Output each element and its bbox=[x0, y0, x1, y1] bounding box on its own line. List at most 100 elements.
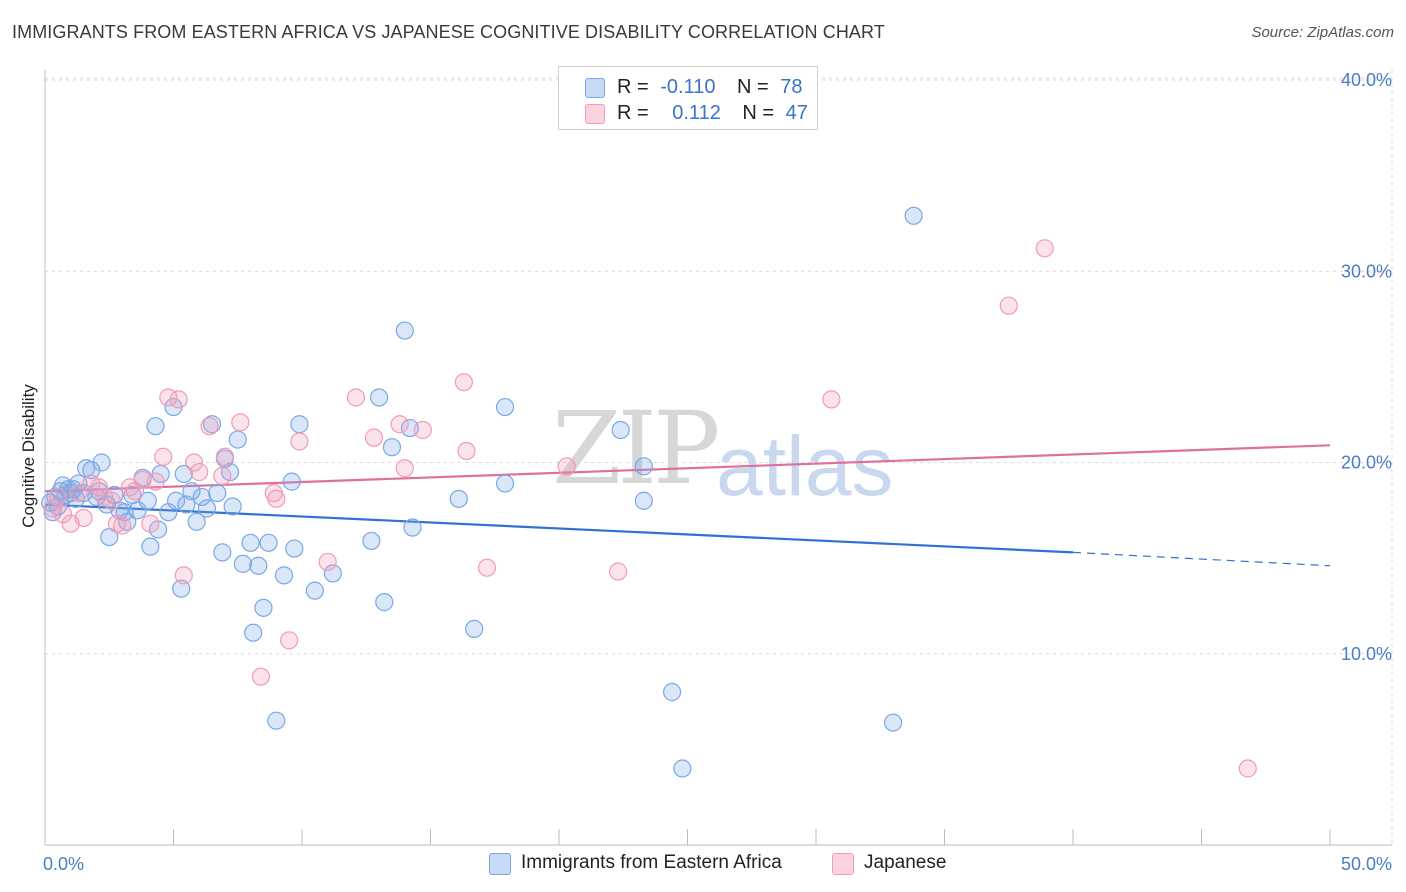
point-eastern-africa bbox=[403, 518, 422, 537]
point-japanese bbox=[822, 390, 841, 409]
point-eastern-africa bbox=[495, 474, 515, 493]
point-japanese bbox=[477, 558, 497, 577]
chart-title: IMMIGRANTS FROM EASTERN AFRICA VS JAPANE… bbox=[12, 22, 885, 42]
point-japanese bbox=[999, 296, 1018, 315]
point-eastern-africa bbox=[362, 531, 381, 551]
chart-source: Source: ZipAtlas.com bbox=[1251, 24, 1394, 41]
point-japanese bbox=[169, 390, 188, 409]
grid-lines bbox=[45, 70, 1393, 845]
point-japanese bbox=[390, 415, 409, 434]
point-japanese bbox=[290, 432, 309, 451]
trend-line-japanese bbox=[44, 444, 1331, 493]
point-eastern-africa bbox=[187, 512, 206, 531]
point-eastern-africa bbox=[174, 464, 193, 484]
point-eastern-africa bbox=[305, 581, 324, 600]
point-japanese bbox=[89, 478, 109, 497]
point-eastern-africa bbox=[141, 537, 160, 556]
point-eastern-africa bbox=[233, 554, 252, 573]
point-japanese bbox=[53, 505, 73, 524]
point-eastern-africa bbox=[495, 397, 515, 417]
point-eastern-africa bbox=[883, 713, 903, 732]
point-eastern-africa bbox=[267, 711, 286, 730]
point-eastern-africa bbox=[465, 619, 484, 638]
point-eastern-africa bbox=[382, 438, 402, 457]
point-eastern-africa bbox=[904, 206, 923, 225]
point-eastern-africa bbox=[89, 482, 109, 501]
point-eastern-africa bbox=[182, 482, 201, 501]
r-label: R = bbox=[617, 102, 649, 124]
point-eastern-africa bbox=[375, 593, 394, 612]
legend-swatch-pink bbox=[585, 104, 605, 124]
point-eastern-africa bbox=[282, 472, 301, 491]
point-eastern-africa bbox=[274, 566, 294, 585]
point-eastern-africa bbox=[673, 759, 692, 778]
point-japanese bbox=[74, 508, 93, 528]
trend-line-extension bbox=[1072, 551, 1331, 567]
point-eastern-africa bbox=[449, 489, 468, 508]
point-eastern-africa bbox=[285, 539, 304, 558]
point-eastern-africa bbox=[290, 415, 309, 434]
point-japanese bbox=[69, 484, 88, 503]
point-japanese bbox=[154, 447, 173, 466]
point-eastern-africa bbox=[323, 564, 342, 583]
bottom-legend-label: Immigrants from Eastern Africa bbox=[521, 852, 782, 873]
point-japanese bbox=[395, 459, 414, 478]
point-japanese bbox=[1238, 759, 1257, 778]
point-japanese bbox=[251, 667, 270, 686]
point-japanese bbox=[318, 552, 337, 572]
point-japanese bbox=[102, 491, 121, 510]
y-axis-label: Cognitive Disability bbox=[19, 384, 38, 528]
point-japanese bbox=[454, 373, 474, 392]
trend-line-eastern-africa bbox=[44, 503, 1074, 554]
point-japanese bbox=[1035, 239, 1054, 258]
point-eastern-africa bbox=[634, 491, 653, 510]
trend-lines bbox=[44, 444, 1331, 567]
n-value: 78 bbox=[780, 76, 803, 98]
point-eastern-africa bbox=[202, 415, 222, 434]
point-eastern-africa bbox=[228, 430, 247, 449]
r-label: R = bbox=[617, 76, 649, 98]
point-japanese bbox=[184, 453, 204, 472]
point-japanese bbox=[112, 516, 132, 535]
n-label: N = bbox=[737, 76, 769, 98]
point-japanese bbox=[280, 631, 299, 650]
point-japanese bbox=[48, 487, 67, 507]
legend-swatch-blue bbox=[585, 78, 605, 98]
point-japanese bbox=[231, 413, 250, 432]
point-eastern-africa bbox=[208, 484, 227, 503]
point-eastern-africa bbox=[662, 682, 682, 702]
point-eastern-africa bbox=[634, 457, 653, 476]
point-japanese bbox=[457, 441, 476, 461]
point-japanese bbox=[200, 417, 219, 436]
point-japanese bbox=[174, 566, 193, 585]
x-tick-label: 0.0% bbox=[43, 854, 84, 874]
n-label: N = bbox=[742, 102, 775, 124]
point-eastern-africa bbox=[172, 579, 191, 598]
point-eastern-africa bbox=[146, 417, 165, 436]
r-value: -0.110 bbox=[660, 76, 716, 98]
bottom-legend-label: Japanese bbox=[864, 852, 947, 873]
point-japanese bbox=[146, 472, 165, 491]
bottom-legend-swatch-blue bbox=[489, 853, 511, 875]
r-value: 0.112 bbox=[672, 102, 721, 124]
axis-labels: 10.0% 20.0% 30.0% 40.0% 0.0% 50.0% Cognitive D… bbox=[19, 70, 1392, 874]
y-tick-label: 30.0% bbox=[1341, 261, 1392, 281]
point-japanese bbox=[609, 562, 628, 581]
point-eastern-africa bbox=[100, 527, 119, 547]
point-eastern-africa bbox=[82, 461, 101, 480]
legend-text: R = 0.112 N = 47 bbox=[617, 102, 808, 125]
point-japanese bbox=[267, 489, 286, 508]
point-eastern-africa bbox=[138, 491, 157, 510]
point-japanese bbox=[43, 499, 62, 518]
point-eastern-africa bbox=[92, 453, 111, 472]
point-japanese bbox=[190, 462, 209, 482]
point-japanese bbox=[215, 447, 234, 466]
correlation-legend: R = -0.110 N = 78 R = 0.112 N = 47 bbox=[558, 66, 818, 130]
point-eastern-africa bbox=[69, 474, 88, 493]
watermark-zip: ZIP bbox=[552, 390, 720, 507]
point-eastern-africa bbox=[370, 388, 389, 407]
axes bbox=[44, 70, 1392, 846]
point-japanese bbox=[346, 388, 366, 407]
x-tick-label: 50.0% bbox=[1341, 854, 1392, 874]
